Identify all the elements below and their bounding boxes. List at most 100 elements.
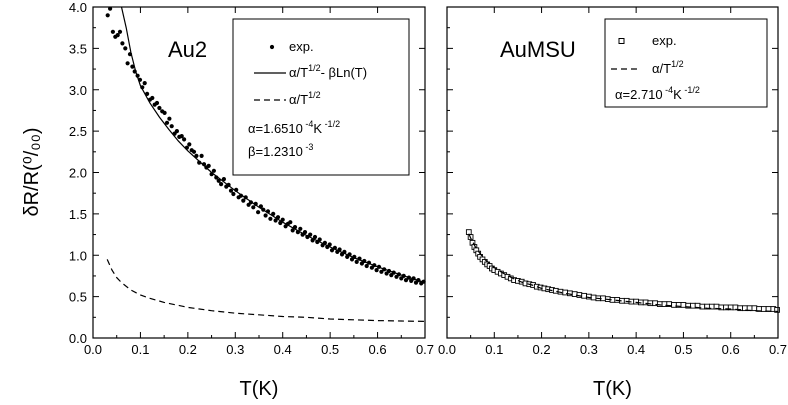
data-point	[108, 6, 113, 11]
data-point	[228, 188, 234, 193]
data-point	[656, 301, 663, 307]
solid-fit-line	[120, 6, 426, 284]
y-tick-label: 0.5	[69, 290, 87, 305]
chart-au2: 0.0 0.1 0.2 0.3 0.4 0.5 0.6 0.7 0.0 0.5 1.0 1.5 2.0 2…	[69, 0, 434, 400]
data-point	[169, 124, 174, 129]
x-tick-label: 0.1	[131, 342, 149, 357]
axes-frame	[446, 6, 779, 339]
y-axis-label: δR/R(⁰/₀₀)	[21, 127, 43, 216]
chart-title: AuMSU	[500, 37, 576, 62]
data-point	[174, 129, 179, 134]
data-point	[329, 248, 335, 253]
data-point	[633, 298, 639, 305]
legend-marker-dot	[269, 44, 275, 50]
data-point	[120, 41, 125, 46]
data-point	[379, 269, 384, 274]
y-tick-label: 3.0	[69, 83, 87, 98]
data-point	[157, 105, 162, 111]
x-tick-label: 0.6	[722, 342, 740, 357]
data-point	[221, 177, 226, 182]
data-point	[123, 46, 128, 51]
data-point	[327, 242, 332, 247]
data-point	[302, 230, 308, 235]
x-tick-label: 0.5	[321, 342, 339, 357]
data-point	[130, 64, 135, 69]
data-point	[298, 226, 303, 231]
data-point	[115, 33, 120, 38]
axes-frame	[92, 6, 426, 339]
x-tick-label: 0.3	[580, 342, 598, 357]
data-point	[125, 61, 130, 66]
data-point	[164, 120, 170, 125]
series-group	[105, 6, 426, 322]
data-point	[354, 259, 359, 264]
data-point	[167, 116, 172, 121]
legend-label-exp: exp.	[289, 39, 314, 54]
data-point	[774, 307, 780, 313]
data-point	[251, 205, 256, 210]
data-point	[317, 237, 322, 242]
x-tick-label: 0.6	[369, 342, 387, 357]
data-point	[290, 228, 295, 233]
data-point	[199, 153, 204, 158]
data-point	[191, 149, 197, 154]
data-point	[751, 305, 758, 312]
legend-param-alpha: α=1.6510 -4K -1/2	[248, 119, 340, 136]
data-point	[312, 234, 318, 240]
data-point	[110, 29, 115, 34]
x-tick-label: 0.7	[769, 342, 787, 357]
dashed-fit-line	[106, 259, 426, 322]
y-tick-label: 1.0	[69, 248, 87, 263]
data-point	[268, 216, 273, 221]
legend-marker-square	[618, 38, 625, 44]
y-tick-label: 3.5	[69, 41, 87, 56]
data-point	[150, 95, 155, 101]
data-point	[403, 278, 409, 283]
data-point	[187, 142, 192, 147]
data-point	[364, 263, 369, 269]
data-point	[182, 137, 187, 142]
x-tick-label: 0.5	[674, 342, 692, 357]
y-tick-label: 0.0	[69, 331, 87, 346]
x-axis-label: T(K)	[593, 378, 632, 400]
data-point	[179, 134, 184, 139]
data-point	[374, 268, 379, 273]
data-point	[280, 217, 285, 222]
series-group	[465, 229, 780, 313]
y-tick-label: 2.5	[69, 124, 87, 139]
data-point	[680, 302, 687, 308]
x-tick-label: 0.3	[226, 342, 244, 357]
data-point	[219, 182, 224, 187]
data-point	[273, 218, 278, 223]
chart-aumsu: 0.0 0.1 0.2 0.3 0.4 0.5 0.6 0.7 AuMSU T(K) exp.…	[438, 6, 787, 400]
data-point	[241, 198, 246, 203]
data-point	[590, 294, 597, 301]
legend-param-alpha: α=2.710 -4K -1/2	[615, 85, 700, 102]
x-axis-label: T(K)	[240, 378, 279, 400]
x-tick-label: 0.7	[416, 342, 434, 357]
y-tick-label: 4.0	[69, 0, 87, 15]
x-tick-label: 0.0	[438, 342, 456, 357]
data-point	[288, 220, 293, 225]
data-point	[206, 163, 211, 168]
legend: exp. α/T1/2 α=2.710 -4K -1/2	[604, 18, 768, 108]
legend-label-exp: exp.	[652, 33, 677, 48]
x-tick-label: 0.1	[485, 342, 503, 357]
x-tick-label: 0.2	[533, 342, 551, 357]
data-point	[216, 178, 221, 183]
data-point	[552, 287, 559, 294]
y-tick-label: 1.5	[69, 207, 87, 222]
legend: exp. α/T1/2- βLn(T) α/T1/2 α=1.6510 -4K …	[232, 18, 410, 176]
data-point	[162, 110, 167, 115]
data-point	[231, 191, 236, 197]
legend-label-fit: α/T1/2- βLn(T)	[289, 63, 367, 80]
data-point	[117, 29, 123, 34]
data-point	[308, 232, 313, 237]
x-tick-label: 0.0	[84, 342, 102, 357]
y-tick-label: 2.0	[69, 166, 87, 181]
data-point	[623, 297, 630, 304]
legend-param-beta: β=1.2310 -3	[248, 142, 313, 159]
data-point	[142, 81, 147, 86]
x-tick-label: 0.4	[627, 342, 645, 357]
